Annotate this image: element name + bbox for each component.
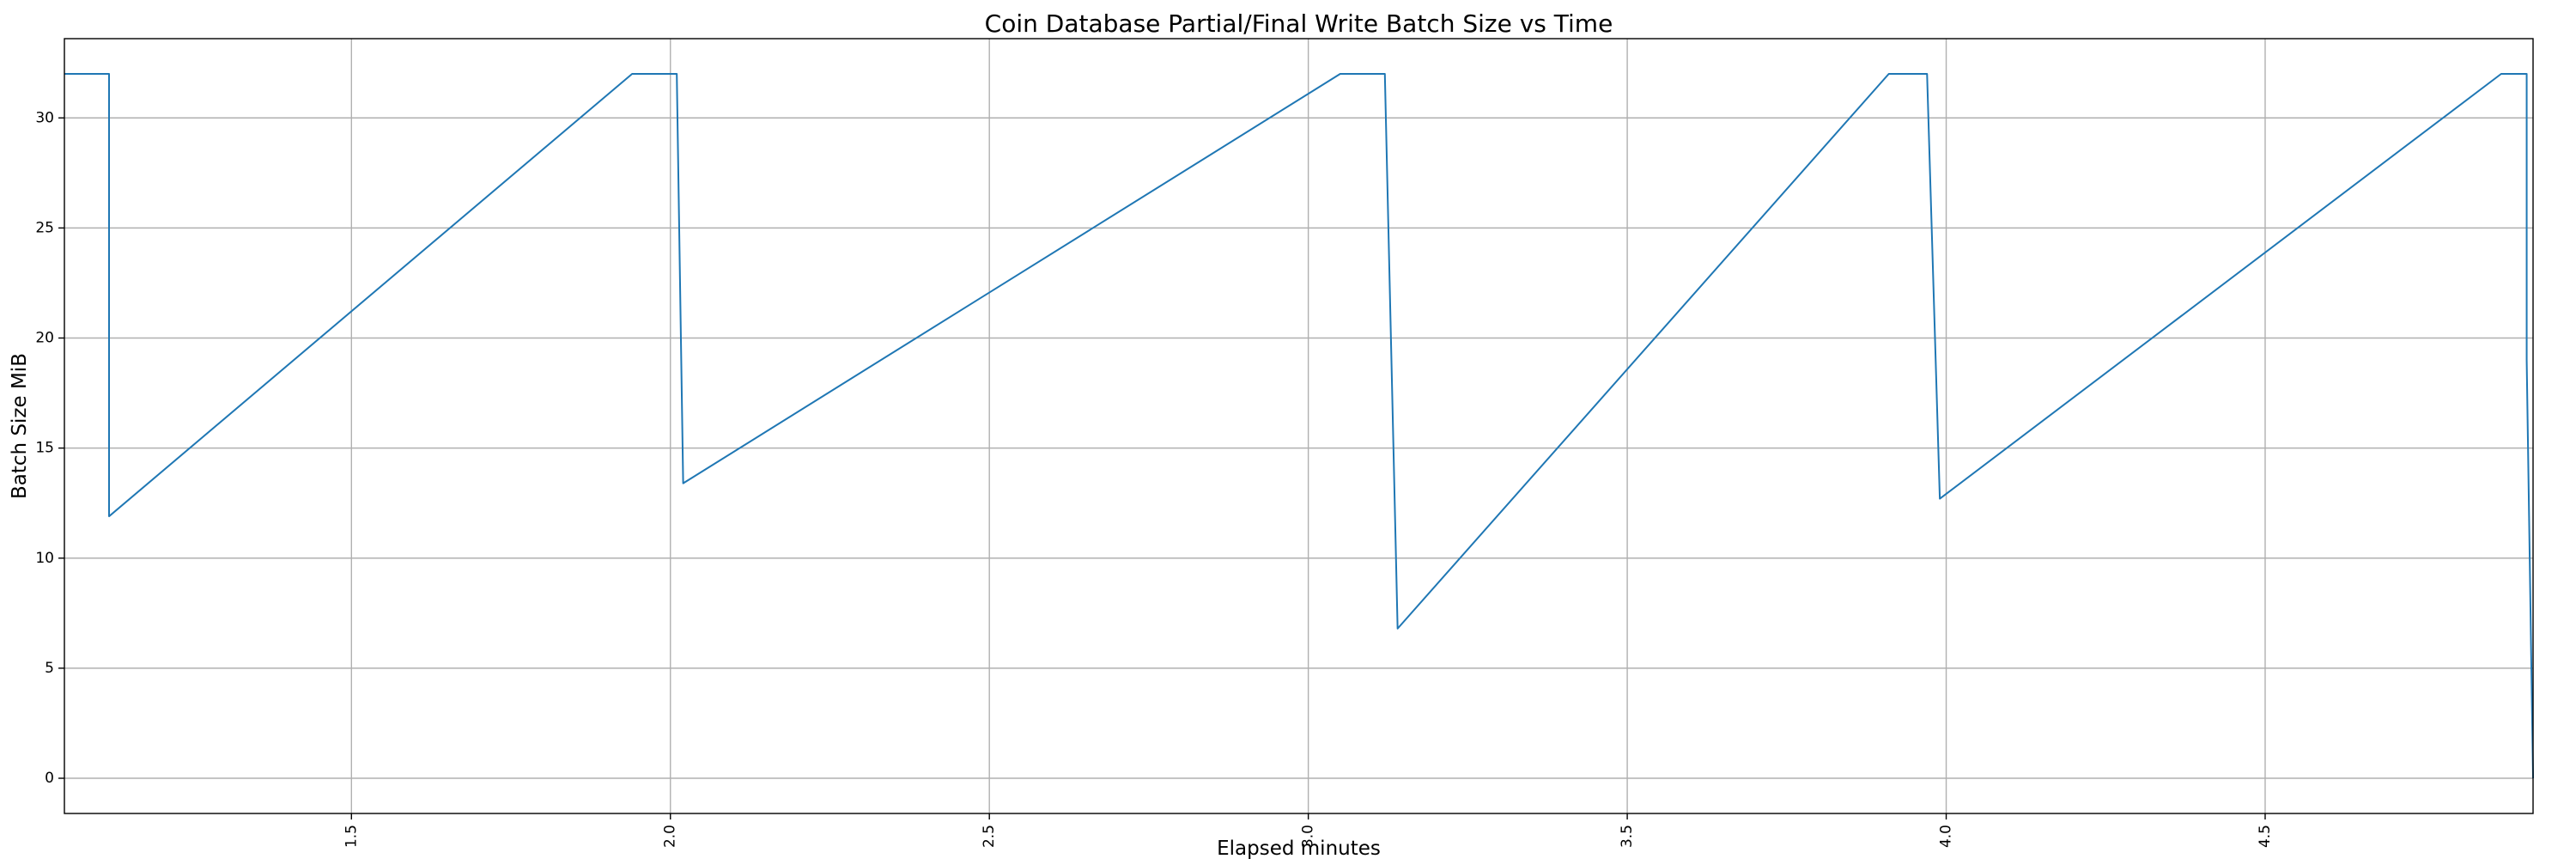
x-tick-label: 2.0 [662,825,679,848]
y-axis-label: Batch Size MiB [9,353,31,499]
y-tick-label: 20 [35,330,54,347]
y-tick-label: 30 [35,109,54,126]
series-layer [64,73,2534,779]
plot-frame [64,38,2534,814]
y-tick-label: 15 [35,440,54,457]
y-tick-label: 0 [45,770,54,787]
grid [64,39,2533,813]
x-axis-label: Elapsed minutes [1217,838,1381,859]
x-tick-label: 3.0 [1300,825,1317,848]
x-tick-label: 1.5 [343,825,360,848]
y-tick-label: 10 [35,550,54,567]
x-tick-label: 4.0 [1938,825,1955,848]
x-tick-label: 4.5 [2257,825,2274,848]
x-tick-label: 3.5 [1619,825,1636,848]
chart-title: Coin Database Partial/Final Write Batch … [985,9,1613,38]
x-tick-label: 2.5 [981,825,998,848]
series-line [64,73,2534,779]
y-tick-label: 5 [45,660,54,677]
y-tick-label: 25 [35,219,54,236]
ticks: 1.5 2.0 2.5 3.0 3.5 4.0 4.5 0 5 10 15 20 25 30 [35,109,2274,848]
